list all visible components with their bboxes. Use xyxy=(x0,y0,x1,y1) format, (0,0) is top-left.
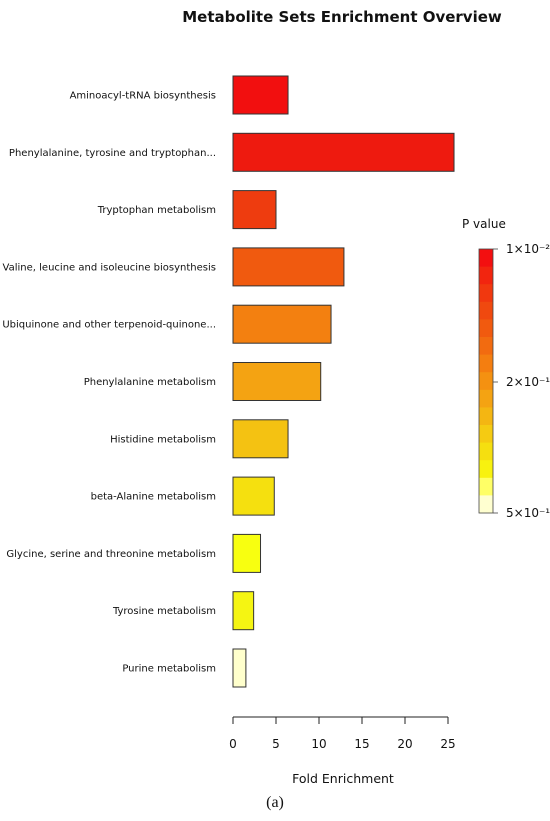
legend-title: P value xyxy=(462,217,506,231)
legend-color-segment xyxy=(479,249,493,268)
figure-caption: (a) xyxy=(266,794,284,811)
bar xyxy=(232,476,275,516)
legend-color-segment xyxy=(479,354,493,373)
legend-tick-label: 1×10⁻² xyxy=(506,242,550,256)
category-label: Aminoacyl-tRNA biosynthesis xyxy=(70,91,216,102)
legend-color-segment xyxy=(479,319,493,338)
bar xyxy=(232,304,332,344)
x-tick-label: 5 xyxy=(272,737,280,751)
category-label: Glycine, serine and threonine metabolism xyxy=(6,549,216,560)
category-label: Phenylalanine metabolism xyxy=(84,377,216,388)
x-tick-label: 25 xyxy=(440,737,455,751)
legend-color-segment xyxy=(479,460,493,479)
category-label: beta-Alanine metabolism xyxy=(91,492,216,503)
category-label: Valine, leucine and isoleucine biosynthe… xyxy=(3,262,216,273)
legend-color-segment xyxy=(479,372,493,391)
category-label: Phenylalanine, tyrosine and tryptophan..… xyxy=(9,148,216,159)
p-value-legend: P value 1×10⁻² 2×10⁻¹ 5×10⁻¹ xyxy=(462,217,550,520)
x-tick-label: 20 xyxy=(397,737,412,751)
x-tick-label: 0 xyxy=(229,737,237,751)
bar xyxy=(232,419,289,459)
bar xyxy=(232,648,247,688)
bars-group: Aminoacyl-tRNA biosynthesis Phenylalanine… xyxy=(2,75,455,688)
bar xyxy=(232,533,262,573)
legend-color-segment xyxy=(479,301,493,320)
chart-title: Metabolite Sets Enrichment Overview xyxy=(182,8,502,26)
legend-color-segment xyxy=(479,337,493,356)
bar xyxy=(232,75,289,115)
category-label: Ubiquinone and other terpenoid-quinone..… xyxy=(2,320,216,331)
legend-color-segment xyxy=(479,266,493,285)
legend-color-segment xyxy=(479,284,493,303)
legend-color-segment xyxy=(479,425,493,444)
bar xyxy=(232,362,322,401)
x-tick-label: 10 xyxy=(311,737,326,751)
legend-frame xyxy=(478,248,494,514)
legend-color-segment xyxy=(479,477,493,496)
x-axis-label: Fold Enrichment xyxy=(292,771,394,786)
bar xyxy=(232,132,455,172)
category-label: Histidine metabolism xyxy=(110,434,216,445)
bar xyxy=(232,247,345,287)
legend-tick-label: 2×10⁻¹ xyxy=(506,375,550,389)
legend-color-segment xyxy=(479,407,493,426)
category-label: Tryptophan metabolism xyxy=(97,205,216,216)
legend-color-segment xyxy=(479,389,493,408)
x-tick-label: 15 xyxy=(354,737,369,751)
bar xyxy=(232,591,255,631)
category-label: Purine metabolism xyxy=(122,664,216,675)
legend-color-segment xyxy=(479,442,493,461)
category-label: Tyrosine metabolism xyxy=(112,606,216,617)
legend-tick-label: 5×10⁻¹ xyxy=(506,506,550,520)
bar xyxy=(232,190,277,230)
legend-color-segment xyxy=(479,495,493,514)
x-axis: 0 5 10 15 20 25 xyxy=(229,716,456,751)
